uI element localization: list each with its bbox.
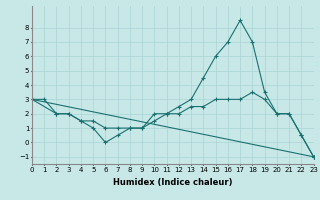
- X-axis label: Humidex (Indice chaleur): Humidex (Indice chaleur): [113, 178, 233, 187]
